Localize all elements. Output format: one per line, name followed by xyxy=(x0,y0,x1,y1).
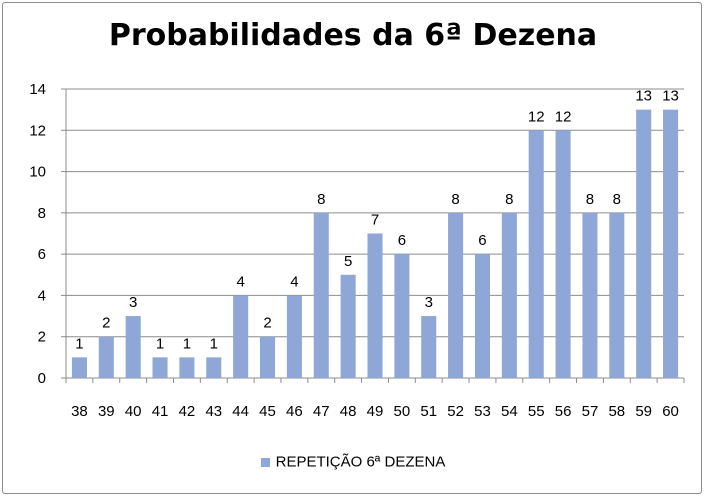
x-tick-label: 43 xyxy=(205,403,222,420)
data-label: 12 xyxy=(555,108,572,125)
data-label: 1 xyxy=(210,335,218,352)
data-label: 8 xyxy=(451,191,459,208)
data-label: 1 xyxy=(75,335,83,352)
bars xyxy=(71,109,679,379)
data-label: 4 xyxy=(290,273,298,290)
bar xyxy=(179,357,195,378)
x-tick-label: 50 xyxy=(394,403,411,420)
bar xyxy=(98,336,114,378)
legend-swatch xyxy=(260,457,270,467)
y-tick-label: 4 xyxy=(38,287,46,304)
bar xyxy=(313,212,329,378)
x-tick-label: 39 xyxy=(98,403,115,420)
bar xyxy=(286,295,302,378)
x-tick-label: 46 xyxy=(286,403,303,420)
data-label: 8 xyxy=(505,191,513,208)
x-tick-label: 57 xyxy=(582,403,599,420)
x-tick-label: 55 xyxy=(528,403,545,420)
legend-label: REPETIÇÃO 6ª DEZENA xyxy=(275,453,446,471)
bar xyxy=(663,109,679,379)
data-label: 4 xyxy=(236,273,244,290)
data-label: 13 xyxy=(662,88,679,105)
data-label: 6 xyxy=(398,232,406,249)
data-label: 7 xyxy=(371,212,379,229)
bar xyxy=(152,357,168,378)
x-tick-label: 49 xyxy=(367,403,384,420)
x-tick-label: 60 xyxy=(662,403,679,420)
data-label: 12 xyxy=(528,108,545,125)
bar xyxy=(421,316,437,378)
y-tick-label: 10 xyxy=(29,164,46,181)
bar xyxy=(636,109,652,379)
x-tick-labels: 38 39 40 41 42 43 44 45 46 47 48 49 50 51 52 53 54 55 56 57… xyxy=(71,403,679,420)
bar xyxy=(394,254,410,378)
data-label: 8 xyxy=(586,191,594,208)
bar xyxy=(582,212,598,378)
y-tick-label: 0 xyxy=(38,370,46,387)
bar xyxy=(206,357,222,378)
data-label: 6 xyxy=(478,232,486,249)
bar xyxy=(501,212,517,378)
x-tick-label: 44 xyxy=(232,403,249,420)
bar xyxy=(71,357,87,378)
data-label: 8 xyxy=(317,191,325,208)
bar xyxy=(340,274,356,378)
bar xyxy=(125,316,141,378)
data-label: 8 xyxy=(613,191,621,208)
x-tick-label: 51 xyxy=(420,403,437,420)
x-tick-label: 56 xyxy=(555,403,572,420)
y-tick-label: 2 xyxy=(38,329,46,346)
x-tick-label: 40 xyxy=(125,403,142,420)
data-label: 1 xyxy=(183,335,191,352)
bar xyxy=(528,130,544,378)
x-tick-label: 42 xyxy=(179,403,196,420)
x-tick-label: 53 xyxy=(474,403,491,420)
y-tick-label: 14 xyxy=(29,81,46,98)
x-tick-label: 47 xyxy=(313,403,330,420)
bar xyxy=(448,212,464,378)
x-tick-label: 38 xyxy=(71,403,88,420)
data-label: 13 xyxy=(635,88,652,105)
data-label: 3 xyxy=(129,294,137,311)
x-tick-label: 45 xyxy=(259,403,276,420)
y-tick-labels: 0 2 4 6 8 10 12 14 xyxy=(29,81,46,387)
x-tick-label: 58 xyxy=(608,403,625,420)
x-tick-label: 59 xyxy=(635,403,652,420)
bar xyxy=(259,336,276,378)
y-tick-label: 6 xyxy=(38,246,46,263)
data-label: 5 xyxy=(344,253,352,270)
bar xyxy=(609,212,625,378)
x-tick-label: 54 xyxy=(501,403,518,420)
chart-title: Probabilidades da 6ª Dezena xyxy=(108,18,598,53)
data-label: 3 xyxy=(425,294,433,311)
bar xyxy=(233,295,249,378)
legend: REPETIÇÃO 6ª DEZENA xyxy=(0,453,706,471)
bar xyxy=(367,233,383,378)
data-label: 1 xyxy=(156,335,164,352)
y-tick-label: 8 xyxy=(38,205,46,222)
data-label: 2 xyxy=(263,315,271,332)
bar xyxy=(555,130,571,378)
x-tick-label: 52 xyxy=(447,403,464,420)
data-label: 2 xyxy=(102,315,110,332)
y-tick-label: 12 xyxy=(29,122,46,139)
x-tick-label: 48 xyxy=(340,403,357,420)
bar xyxy=(474,254,491,378)
x-tick-label: 41 xyxy=(152,403,169,420)
